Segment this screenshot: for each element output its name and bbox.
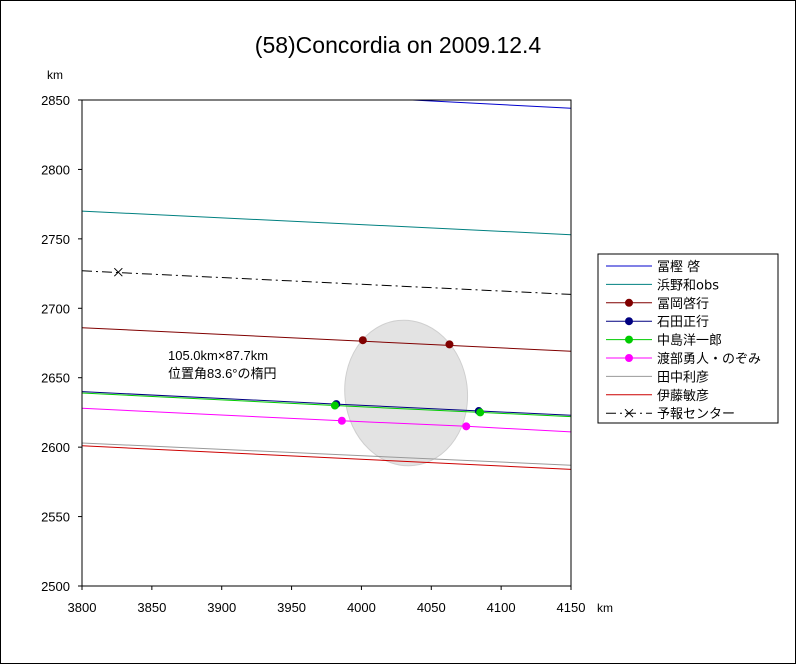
series-3-marker-2 xyxy=(445,340,454,349)
y-tick-label: 2700 xyxy=(41,301,70,316)
legend-label-5: 中島洋一郎 xyxy=(657,334,722,349)
series-line-2 xyxy=(82,210,571,236)
x-axis-unit: km xyxy=(597,601,613,615)
legend-marker-9 xyxy=(624,408,634,418)
series-9-marker-1 xyxy=(113,267,123,277)
chart-title: (58)Concordia on 2009.12.4 xyxy=(255,32,542,58)
y-tick-label: 2750 xyxy=(41,232,70,247)
series-line-6 xyxy=(82,407,571,433)
legend-marker-4 xyxy=(625,317,633,326)
legend-label-9: 予報センター xyxy=(657,407,735,422)
annotation-size: 105.0km×87.7km xyxy=(168,348,268,363)
legend-label-4: 石田正行 xyxy=(657,315,709,330)
x-tick-label: 3900 xyxy=(207,600,236,615)
x-tick-label: 4150 xyxy=(557,600,586,615)
x-tick-label: 4100 xyxy=(487,600,516,615)
y-axis-unit: km xyxy=(47,68,63,82)
y-tick-label: 2650 xyxy=(41,371,70,386)
series-line-5 xyxy=(82,392,571,418)
x-tick-label: 3850 xyxy=(137,600,166,615)
series-line-8 xyxy=(82,445,571,470)
legend-marker-6 xyxy=(625,354,633,362)
y-tick-label: 2600 xyxy=(41,440,70,455)
legend-label-8: 伊藤敏彦 xyxy=(657,388,709,404)
x-tick-label: 3800 xyxy=(68,600,97,615)
y-tick-label: 2500 xyxy=(41,579,70,594)
series-6-marker-2 xyxy=(462,422,471,431)
plot-area-border xyxy=(81,99,572,587)
series-5-marker-2 xyxy=(476,408,485,417)
legend-label-1: 冨樫 啓 xyxy=(657,260,700,275)
series-line-1 xyxy=(402,100,571,109)
legend-label-3: 冨岡啓行 xyxy=(657,297,709,312)
series-6-marker-1 xyxy=(337,416,346,425)
y-tick-label: 2550 xyxy=(41,510,70,525)
legend-label-6: 渡部勇人・のぞみ xyxy=(657,351,761,367)
legend-label-7: 田中利彦 xyxy=(657,369,709,385)
series-3-marker-1 xyxy=(358,336,367,345)
series-line-7 xyxy=(82,442,571,466)
x-tick-label: 4000 xyxy=(347,600,376,615)
x-tick-label: 3950 xyxy=(277,600,306,615)
legend-marker-5 xyxy=(625,335,633,344)
y-tick-label: 2850 xyxy=(41,93,70,108)
y-tick-label: 2800 xyxy=(41,162,70,177)
asteroid-ellipse xyxy=(344,319,469,467)
legend-marker-3 xyxy=(625,298,633,307)
series-5-marker-1 xyxy=(330,401,339,410)
series-line-9 xyxy=(82,270,571,295)
series-line-4 xyxy=(82,391,571,416)
x-tick-label: 4050 xyxy=(417,600,446,615)
series-line-3 xyxy=(82,327,571,352)
legend-label-2: 浜野和obs xyxy=(657,278,719,293)
annotation-angle: 位置角83.6°の楕円 xyxy=(168,366,277,381)
